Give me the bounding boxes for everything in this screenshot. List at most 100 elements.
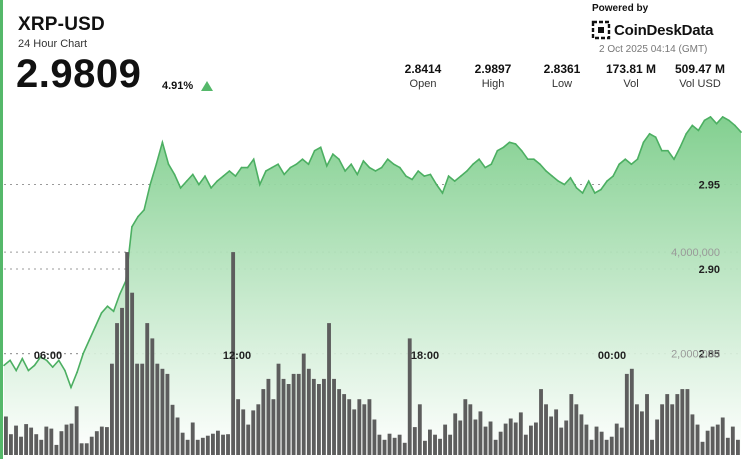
price-point bbox=[3, 364, 5, 367]
price-point bbox=[228, 170, 231, 172]
price-point bbox=[210, 187, 212, 189]
volume-bar bbox=[69, 423, 74, 455]
price-point bbox=[51, 366, 54, 368]
price-point bbox=[283, 173, 286, 176]
price-point bbox=[326, 165, 328, 167]
volume-bar bbox=[110, 363, 114, 455]
volume-bar bbox=[94, 431, 99, 455]
stat-label: Low bbox=[551, 78, 573, 90]
stat-value: 2.8361 bbox=[543, 62, 581, 76]
current-price: 2.9809 bbox=[16, 52, 142, 96]
volume-bar bbox=[604, 439, 609, 455]
price-point bbox=[569, 177, 572, 179]
volume-bar bbox=[357, 399, 362, 455]
volume-bar bbox=[629, 368, 634, 455]
volume-bar bbox=[190, 422, 195, 455]
price-point bbox=[137, 215, 139, 218]
volume-bar bbox=[337, 389, 342, 455]
volume-bar bbox=[306, 368, 311, 455]
price-point bbox=[575, 187, 578, 189]
volume-bar bbox=[256, 404, 261, 455]
price-point bbox=[447, 175, 450, 177]
price-change: 4.91% bbox=[162, 80, 214, 92]
price-point bbox=[636, 158, 639, 160]
price-point bbox=[295, 163, 298, 165]
volume-bar bbox=[221, 434, 225, 455]
volume-bar bbox=[488, 421, 493, 455]
price-point bbox=[350, 163, 353, 165]
volume-bar bbox=[115, 323, 119, 455]
volume-bar bbox=[64, 424, 69, 455]
brand-logo[interactable]: CoinDeskData bbox=[591, 20, 713, 40]
price-point bbox=[466, 170, 468, 172]
price-point bbox=[527, 158, 529, 160]
price-point bbox=[514, 143, 517, 145]
price-point bbox=[734, 124, 736, 127]
price-point bbox=[82, 352, 84, 355]
price-axis-tick-label: 2.95 bbox=[699, 180, 720, 192]
price-point bbox=[721, 116, 724, 118]
price-point bbox=[618, 163, 620, 165]
price-point bbox=[661, 149, 663, 152]
volume-bar bbox=[498, 431, 503, 455]
price-point bbox=[630, 163, 633, 165]
ticker-symbol: XRP-USD bbox=[18, 14, 105, 35]
volume-bar bbox=[231, 252, 236, 455]
volume-axis-tick-label: 2,000,000 bbox=[671, 349, 720, 361]
price-point bbox=[587, 180, 590, 182]
price-point bbox=[594, 192, 596, 194]
volume-bar bbox=[549, 416, 554, 455]
price-point bbox=[88, 339, 91, 341]
volume-bar bbox=[529, 425, 533, 455]
volume-bar bbox=[352, 409, 357, 455]
volume-bar bbox=[29, 427, 34, 455]
volume-bar bbox=[160, 368, 165, 455]
price-point bbox=[551, 175, 553, 177]
volume-bar bbox=[574, 404, 579, 455]
volume-bar bbox=[24, 424, 29, 455]
volume-bar bbox=[362, 404, 367, 455]
volume-bar bbox=[397, 434, 402, 455]
stat-value: 2.8414 bbox=[404, 62, 442, 76]
volume-bar bbox=[448, 434, 453, 455]
volume-bar bbox=[503, 423, 508, 455]
price-point bbox=[648, 133, 651, 135]
volume-bar bbox=[130, 292, 135, 455]
volume-bar bbox=[564, 420, 569, 455]
volume-bar bbox=[332, 378, 336, 455]
volume-bar bbox=[205, 435, 210, 455]
price-point bbox=[112, 310, 115, 313]
price-point bbox=[246, 166, 249, 169]
volume-bar bbox=[539, 389, 543, 455]
volume-bar bbox=[322, 378, 326, 455]
volume-bar bbox=[276, 363, 281, 455]
price-point bbox=[715, 122, 718, 125]
powered-by-label: Powered by bbox=[592, 3, 649, 14]
volume-bar bbox=[170, 404, 175, 455]
volume-bar bbox=[725, 437, 730, 455]
volume-bar bbox=[105, 427, 109, 455]
price-point bbox=[332, 153, 334, 155]
volume-bar bbox=[4, 416, 8, 455]
volume-bar bbox=[438, 438, 442, 455]
price-point bbox=[198, 183, 200, 186]
volume-bar bbox=[640, 411, 644, 455]
volume-bar bbox=[534, 422, 538, 455]
price-point bbox=[667, 149, 669, 152]
price-point bbox=[472, 163, 474, 165]
price-point bbox=[64, 369, 66, 372]
price-point bbox=[642, 141, 645, 144]
price-point bbox=[435, 183, 438, 186]
price-point bbox=[393, 163, 395, 165]
time-axis-tick-label: 12:00 bbox=[223, 350, 251, 362]
volume-bar bbox=[185, 439, 190, 455]
volume-bar bbox=[433, 434, 437, 455]
price-point bbox=[411, 178, 413, 181]
volume-bar bbox=[342, 394, 347, 455]
volume-bar bbox=[281, 378, 286, 455]
price-point bbox=[520, 149, 523, 152]
price-point bbox=[399, 166, 401, 169]
price-point bbox=[417, 170, 420, 172]
price-point bbox=[234, 175, 237, 177]
price-axis-tick-label: 2.85 bbox=[699, 349, 720, 361]
